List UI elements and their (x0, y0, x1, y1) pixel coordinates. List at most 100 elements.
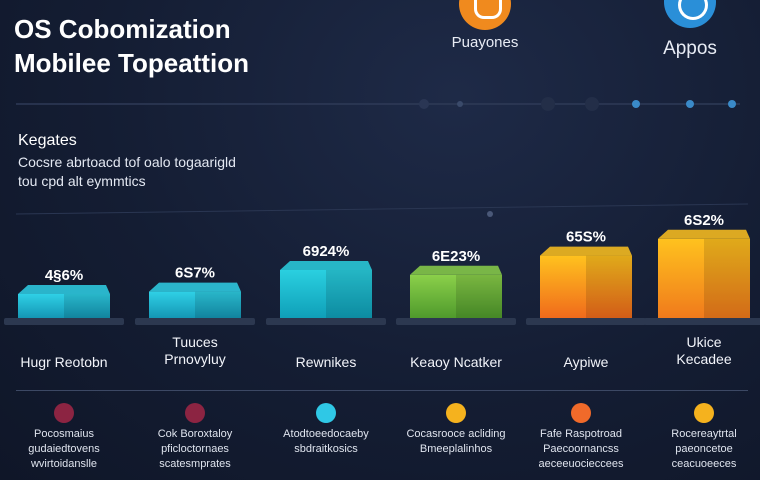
note-text: Atodtoeedocaeby sbdraitkosics (262, 427, 390, 457)
bar-data-label: 4§6% (45, 267, 83, 284)
bar-data-label: 6924% (303, 243, 350, 260)
trend-dot (487, 211, 493, 217)
note-line: Cok Boroxtaloy (157, 428, 233, 440)
bar-data-label: 6E23% (432, 248, 480, 265)
note-line: Atodtoeedocaeby (283, 428, 369, 440)
title-line: OS Cobomization (14, 14, 231, 44)
category-label-line: Hugr Reotobn (20, 354, 108, 370)
note-line: Rocereaytrtal (671, 428, 737, 440)
divider (16, 390, 748, 391)
bar-side-shade (326, 270, 372, 318)
note-line: scatesmprates (159, 458, 231, 470)
section-heading: Kegates (18, 132, 77, 149)
note-line: Fafe Raspotroad (540, 428, 622, 440)
note-line: Paecoornancss (543, 443, 619, 455)
legend-dot-icon (571, 403, 591, 423)
description-line: Cocsre abrtoacd tof oalo togaarigld (18, 154, 236, 170)
category-label-line: Rewnikes (295, 354, 357, 370)
bar-front-face (540, 255, 632, 318)
category-label-line: Keaoy Ncatker (410, 354, 502, 370)
page-title: OS Cobomization Mobilee Topeattion (14, 12, 249, 80)
note-line: wvirtoidanslle (30, 458, 98, 470)
note-line: aeceeuocieccees (538, 458, 624, 470)
legend-dot-icon (316, 403, 336, 423)
title-line: Mobilee Topeattion (14, 48, 249, 78)
category-label-line: Aypiwe (563, 354, 609, 370)
note-text: Cok Boroxtaloy pficloctornaes scatesmprate… (131, 427, 259, 472)
brand-badge: Puayones (440, 0, 530, 51)
legend-dot-icon (185, 403, 205, 423)
trend-line (15, 203, 749, 215)
bar-front-face (658, 238, 750, 318)
bar-front-face (149, 291, 241, 318)
bar-base-plate (396, 318, 516, 325)
category-tick-label: Ukice Kecadee (644, 334, 760, 368)
legend-dot-icon (446, 403, 466, 423)
section-description: Cocsre abrtoacd tof oalo togaarigld tou … (18, 153, 318, 191)
note-line: sbdraitkosics (294, 443, 358, 455)
category-tick-label: Aypiwe (526, 354, 646, 371)
category-tick-label: Rewnikes (266, 354, 386, 371)
note-text: Pocosmaius gudaiedtovens wvirtoidanslle (0, 427, 128, 472)
bar-side-shade (456, 274, 502, 318)
bar (658, 229, 750, 318)
bar-base-plate (644, 318, 760, 325)
bar-side-shade (586, 255, 632, 318)
bar-base-plate (135, 318, 255, 325)
header-rule-dot (686, 100, 694, 108)
brand-label: Puayones (451, 34, 519, 51)
bar (540, 246, 632, 318)
note-line: ceacuoeeces (671, 458, 737, 470)
bar-side-shade (195, 291, 241, 318)
header-rule-dot (728, 100, 736, 108)
bar (280, 261, 372, 318)
note-line: paeoncetoe (675, 443, 733, 455)
bar-base-plate (4, 318, 124, 325)
bar-top-face (280, 261, 372, 270)
header-rule-dot (419, 99, 429, 109)
note-text: Rocereaytrtal paeoncetoe ceacuoeeces (640, 427, 760, 472)
category-label-line: Ukice (686, 334, 722, 350)
header-rule-dot (541, 97, 555, 111)
bar-data-label: 65S% (566, 229, 606, 246)
brand-label: Appos (663, 38, 717, 59)
category-label-line: Kecadee (676, 351, 732, 367)
category-label-line: Tuuces (172, 334, 218, 350)
note-line: Cocasrooce acliding (406, 428, 506, 440)
bar-top-face (149, 282, 241, 292)
bar (410, 265, 502, 318)
bar-front-face (18, 294, 110, 318)
bar-front-face (280, 270, 372, 318)
note-text: Cocasrooce acliding Bmeeplalinhos (392, 427, 520, 457)
description-line: tou cpd alt eymmtics (18, 173, 146, 189)
bar-side-shade (64, 294, 110, 318)
bar (149, 282, 241, 318)
note-line: pficloctornaes (161, 443, 229, 455)
bar (18, 285, 110, 318)
legend-dot-icon (694, 403, 714, 423)
category-label-line: Prnovyluy (164, 351, 226, 367)
bar-data-label: 6S2% (684, 212, 724, 229)
note-line: gudaiedtovens (28, 443, 100, 455)
bar-top-face (410, 265, 502, 275)
bar-top-face (540, 246, 632, 256)
category-tick-label: Hugr Reotobn (4, 354, 124, 371)
note-text: Fafe Raspotroad Paecoornancss aeceeuociecc… (517, 427, 645, 472)
bar-top-face (658, 229, 750, 239)
bar-base-plate (266, 318, 386, 325)
header-rule-dot (457, 101, 463, 107)
header-rule-dot (585, 97, 599, 111)
category-tick-label: Keaoy Ncatker (396, 354, 516, 371)
note-line: Pocosmaius (34, 428, 94, 440)
bar-data-label: 6S7% (175, 265, 215, 282)
category-tick-label: Tuuces Prnovyluy (135, 334, 255, 368)
swirl-logo-icon (664, 0, 716, 28)
note-line: Bmeeplalinhos (419, 443, 493, 455)
bar-side-shade (704, 238, 750, 318)
bar-top-face (18, 285, 110, 294)
bar-front-face (410, 274, 502, 318)
bar-base-plate (526, 318, 646, 325)
legend-dot-icon (54, 403, 74, 423)
